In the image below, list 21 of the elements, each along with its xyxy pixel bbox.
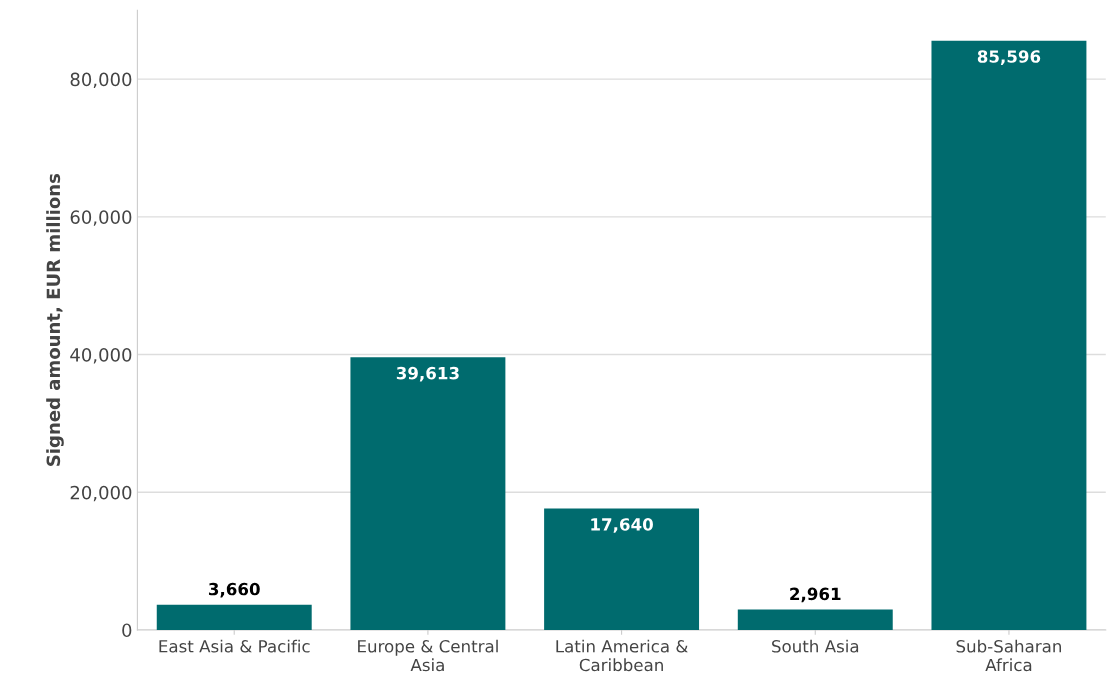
bar [544,508,700,630]
y-axis-title: Signed amount, EUR millions [46,173,64,466]
data-label: 2,961 [790,587,841,603]
data-label: 17,640 [591,518,653,533]
x-tick-label: Latin America & Caribbean [556,639,688,672]
bar [350,357,506,630]
y-tick-label: 20,000 [70,485,132,502]
x-tick-label: South Asia [772,639,859,653]
data-label: 85,596 [977,50,1041,65]
data-label: 39,613 [396,366,459,382]
bar [737,609,893,630]
y-tick-label: 40,000 [70,348,132,364]
y-tick-label: 80,000 [70,72,132,89]
bar [931,40,1087,630]
y-tick-label: 60,000 [70,210,132,226]
y-tick-label: 0 [122,623,132,638]
bar [156,604,312,630]
x-tick-label: East Asia & Pacific [159,639,310,653]
x-tick-label: Sub-Saharan Africa [956,639,1061,672]
x-tick-label: Europe & Central Asia [358,639,498,672]
data-label: 3,660 [208,582,260,598]
